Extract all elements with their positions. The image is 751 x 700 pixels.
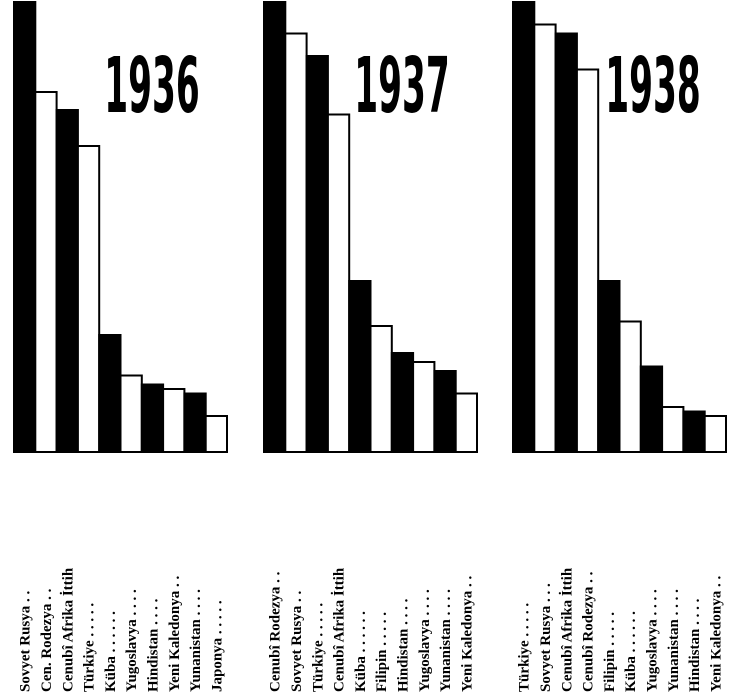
bar-1938-2 [533,23,557,453]
category-label-1937-6: Filipin . . . . . [374,612,390,692]
year-title-1936: 1936 [104,42,200,131]
bar-1937-4 [326,113,351,453]
category-label-1938-8: Yunanistan . . . . [666,589,682,692]
category-label-1937-1: Cenubî Rodezya . . [268,571,284,692]
category-label-1937-3: Türkiye . . . . . [310,603,326,692]
category-label-1938-5: Filipin . . . . . [602,612,618,692]
bar-1936-5 [98,334,122,453]
bar-1937-3 [305,55,329,453]
category-label-1938-9: Hindistan . . . . [687,598,703,692]
category-label-1936-1: Sovyet Rusya . . [18,590,34,692]
bar-1938-4 [575,68,600,453]
bar-1938-5 [597,280,621,453]
bar-1936-10 [204,415,228,453]
category-label-1937-9: Yunanistan . . . . [438,589,454,692]
bar-1936-6 [119,374,143,453]
bar-1937-8 [412,361,436,453]
bar-1937-1 [263,1,287,453]
bar-1936-3 [55,109,79,453]
bar-1936-7 [140,383,165,453]
bar-1936-9 [183,392,207,453]
bar-1937-10 [454,392,479,453]
category-label-1937-2: Sovyet Rusya . . [289,590,305,692]
bar-1936-4 [76,145,101,453]
category-label-1937-5: Küba . . . . . . [353,611,369,692]
category-label-1936-5: Küba . . . . . . [103,611,119,692]
bar-1938-7 [639,365,664,453]
bar-1938-10 [703,415,728,453]
bar-1936-1 [13,1,37,453]
year-title-1938: 1938 [605,42,701,131]
bar-layer [13,1,728,453]
bar-1937-7 [390,352,415,453]
panel-1936 [13,1,228,453]
category-label-1936-3: Cenubî Afrika İttih [59,567,76,692]
category-label-layer: Sovyet Rusya . . Cen. Rodezya . . Cenubî A… [18,567,725,692]
category-label-1937-10: Yeni Kaledonya . . [459,575,475,692]
category-label-1936-2: Cen. Rodezya . . [39,588,55,692]
panel-1938 [512,1,728,453]
category-label-1936-10: Japonya . . . . . [209,600,225,692]
category-label-1936-9: Yunanistan . . . . [188,589,204,692]
panel-1937 [263,1,479,453]
category-label-1938-1: Türkiye . . . . . [517,603,533,692]
category-label-1938-4: Cenubî Rodezya . . [581,571,597,692]
category-label-1938-2: Sovyet Rusya . . . [538,583,554,692]
bar-1938-1 [512,1,536,453]
bar-1938-6 [618,320,642,453]
year-layer: 1936 1937 1938 [104,42,701,131]
bar-1938-8 [661,406,685,453]
category-label-1938-7: Yugoslavya . . . . [644,589,660,692]
category-label-1936-8: Yeni Kaledonya . . [167,575,183,692]
bar-1937-6 [369,325,393,453]
bar-1937-5 [348,280,372,453]
bar-1936-8 [162,388,186,453]
bar-1938-3 [554,32,578,453]
category-label-1937-8: Yugoslavya . . . . [417,589,433,692]
bar-1937-9 [433,370,457,453]
category-label-1936-6: Yugoslavya . . . . [124,589,140,692]
category-label-1938-3: Cenubî Afrika İttih [558,567,575,692]
bar-1938-9 [682,410,706,453]
bar-1936-2 [34,91,58,453]
bar-1937-2 [284,32,308,453]
category-label-1936-7: Hindistan . . . . [146,598,162,692]
category-label-1938-6: Küba . . . . . . [623,611,639,692]
category-label-1938-10: Yeni Kaledonya . . [708,575,724,692]
year-title-1937: 1937 [354,42,450,131]
category-label-1937-4: Cenubî Afrika İttih [331,567,348,692]
category-label-1937-7: Hindistan . . . . [395,598,411,692]
category-label-1936-4: Türkiye . . . . . [82,603,98,692]
